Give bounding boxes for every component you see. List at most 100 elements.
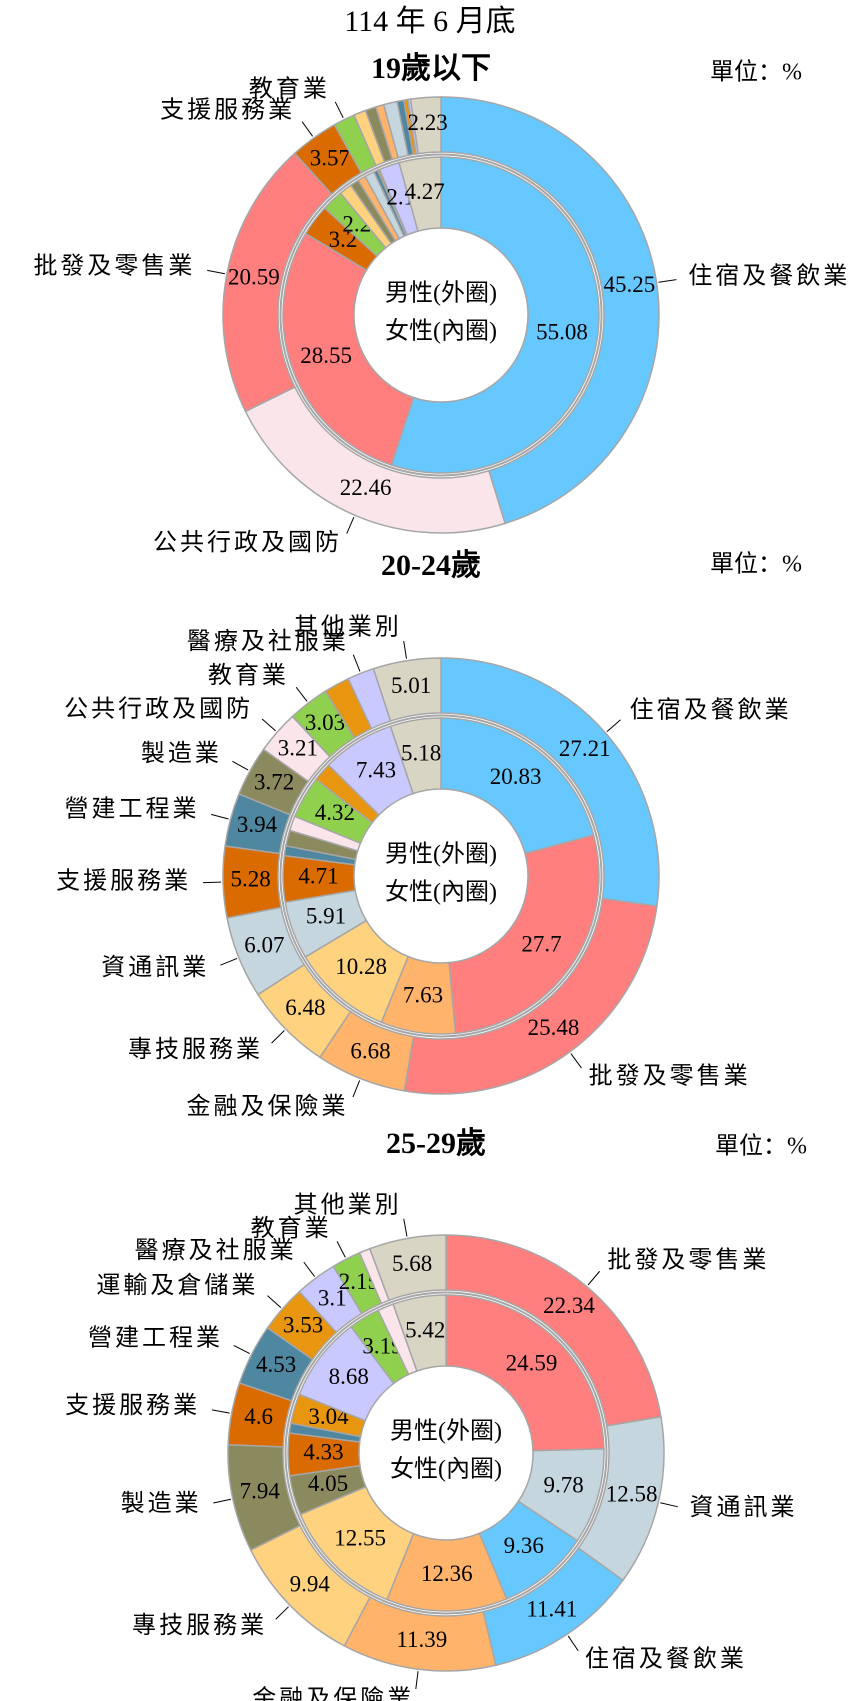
donut-segment [445,1294,605,1452]
page-title: 114 年 6 月底 [344,5,515,38]
value-label: 11.39 [396,1627,447,1652]
value-label: 20.83 [490,764,542,789]
leader-line [210,813,229,820]
chart-title: 20-24歲 [381,549,481,582]
value-label: 5.42 [405,1318,445,1343]
value-label: 20.59 [228,265,280,290]
category-label: 住宿及餐飲業 [630,696,792,723]
leader-line [334,101,344,119]
value-label: 22.34 [543,1293,595,1318]
leader-line [207,269,226,275]
donut-segment [448,834,600,1035]
category-label: 專技服務業 [128,1036,263,1063]
category-label: 支援服務業 [56,867,191,894]
category-label: 其他業別 [294,1191,402,1218]
value-label: 11.41 [526,1597,577,1622]
value-label: 9.78 [544,1472,584,1497]
value-label: 4.53 [256,1352,296,1377]
leader-line [570,1053,582,1069]
category-label: 金融及保險業 [252,1685,414,1701]
category-label: 製造業 [121,1490,202,1517]
center-label: 男性(外圈) [390,1418,502,1445]
value-label: 5.91 [306,904,346,929]
category-label: 批發及零售業 [607,1247,769,1274]
category-label: 製造業 [141,740,222,767]
value-label: 3.53 [283,1312,323,1337]
category-label: 公共行政及國防 [64,696,253,723]
value-label: 3.57 [310,146,350,171]
category-label: 支援服務業 [160,96,295,123]
category-label: 其他業別 [294,614,402,641]
donut-segment [409,96,442,155]
value-label: 12.55 [334,1526,386,1551]
category-label: 教育業 [249,76,330,103]
value-label: 6.48 [285,995,325,1020]
donut-segment [372,657,442,722]
value-label: 27.21 [559,736,611,761]
category-label: 批發及零售業 [589,1062,751,1089]
category-label: 營建工程業 [88,1324,223,1351]
value-label: 4.71 [298,864,338,889]
value-label: 10.28 [335,954,387,979]
category-label: 住宿及餐飲業 [585,1645,747,1672]
category-label: 醫療及社服業 [135,1237,297,1264]
leader-line [267,1295,282,1308]
unit-label: 單位：% [710,551,802,578]
leader-line [587,1270,601,1286]
leader-line [213,1498,232,1504]
leader-line [233,1344,250,1354]
leader-line [261,718,276,732]
value-label: 4.6 [244,1404,273,1429]
value-label: 7.94 [240,1478,281,1503]
leader-line [352,654,361,672]
category-label: 資通訊業 [101,954,209,981]
leader-line [301,121,314,137]
value-label: 9.36 [504,1533,544,1558]
value-label: 24.59 [506,1351,558,1376]
value-label: 12.58 [606,1481,658,1506]
leader-line [275,1606,289,1620]
category-label: 運輸及倉儲業 [96,1272,258,1299]
leader-line [606,719,621,732]
category-label: 資通訊業 [690,1494,798,1521]
value-label: 4.05 [308,1471,348,1496]
leader-line [415,1671,419,1690]
leader-line [336,1241,346,1258]
value-label: 3.03 [305,710,345,735]
leader-line [232,760,249,771]
chart-title: 25-29歲 [386,1127,486,1160]
value-label: 3.72 [254,770,294,795]
value-label: 7.43 [356,757,396,782]
leader-line [303,1261,315,1277]
value-label: 8.68 [329,1364,369,1389]
leader-line [567,1635,579,1652]
category-label: 住宿及餐飲業 [688,262,850,289]
category-label: 金融及保險業 [187,1093,349,1120]
unit-label: 單位：% [710,59,802,86]
value-label: 45.25 [604,272,656,297]
value-label: 9.94 [290,1571,331,1596]
value-label: 3.21 [278,736,318,761]
value-label: 28.55 [300,343,352,368]
value-label: 6.68 [350,1038,390,1063]
value-label: 22.46 [340,475,392,500]
value-label: 5.18 [401,740,441,765]
center-label: 女性(內圈) [385,318,497,345]
center-label: 男性(外圈) [385,280,497,307]
leader-line [211,1409,230,1414]
category-label: 醫療及社服業 [187,628,349,655]
ring-divider [284,1291,608,1615]
donut-segment [440,717,595,855]
category-label: 支援服務業 [65,1392,200,1419]
center-label: 女性(內圈) [385,879,497,906]
value-label: 4.33 [303,1439,343,1464]
value-label: 2.23 [408,110,448,135]
chart-title: 19歲以下 [371,52,491,85]
leader-line [403,1218,408,1237]
value-label: 5.01 [391,673,431,698]
unit-label: 單位：% [715,1133,807,1160]
value-label: 55.08 [536,320,588,345]
category-label: 教育業 [251,1215,332,1242]
donut-segment [390,156,600,474]
